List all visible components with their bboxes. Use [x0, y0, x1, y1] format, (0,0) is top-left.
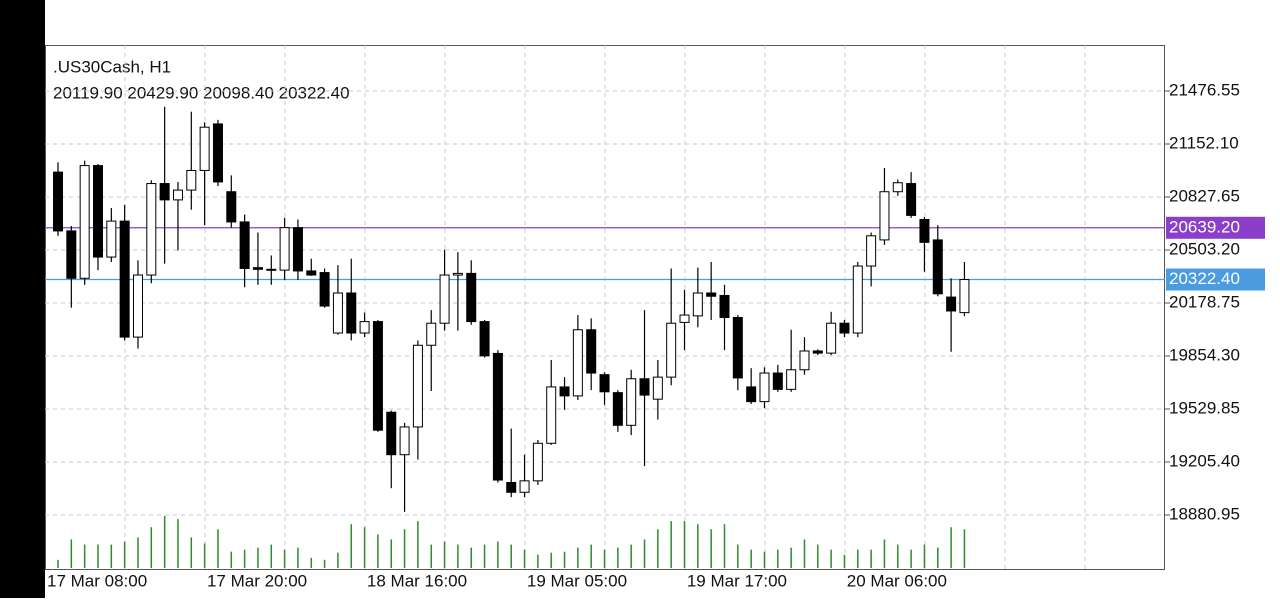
y-tick-label: 18880.95 — [1169, 504, 1240, 523]
x-tick-label: 19 Mar 05:00 — [527, 571, 627, 590]
candle-body — [146, 183, 157, 276]
candle-body — [226, 191, 237, 223]
candle-body — [959, 279, 970, 314]
candle-body — [106, 220, 117, 258]
candle-body — [372, 321, 383, 431]
candle-body — [812, 350, 823, 354]
candle-body — [599, 374, 610, 393]
candle-body — [386, 411, 397, 456]
candle-body — [319, 272, 330, 307]
candle-body — [906, 183, 917, 216]
x-tick-label: 20 Mar 06:00 — [847, 571, 947, 590]
candle-body — [439, 274, 450, 324]
candle-body — [626, 378, 637, 426]
x-tick-label: 17 Mar 08:00 — [47, 571, 147, 590]
candle-body — [612, 392, 623, 426]
candle-body — [506, 481, 517, 493]
x-tick-label: 17 Mar 20:00 — [207, 571, 307, 590]
candle-body — [706, 292, 717, 297]
y-tick-label: 20827.65 — [1169, 186, 1240, 205]
candle-body — [772, 372, 783, 390]
candle-body — [746, 386, 757, 403]
y-tick-label: 19854.30 — [1169, 345, 1240, 364]
candle-body — [212, 123, 223, 183]
candle-body — [399, 426, 410, 456]
y-tick-label: 20503.20 — [1169, 239, 1240, 258]
price-label: 20639.20 — [1169, 217, 1240, 236]
price-label: 20322.40 — [1169, 269, 1240, 288]
candle-body — [266, 268, 277, 271]
candle-body — [839, 322, 850, 334]
candle-body — [119, 220, 130, 338]
candle-body — [359, 321, 370, 334]
y-tick-label: 21152.10 — [1169, 133, 1239, 152]
candle-body — [946, 296, 957, 312]
candle-body — [132, 274, 143, 338]
left-bar — [0, 0, 45, 598]
candle-body — [279, 227, 290, 271]
candle-body — [492, 352, 503, 481]
candle-body — [172, 189, 183, 201]
candle-body — [53, 171, 63, 232]
candle-body — [426, 322, 437, 346]
candle-body — [239, 221, 250, 269]
candle-body — [186, 169, 197, 191]
candle-body — [786, 369, 797, 390]
y-tick-label: 21476.55 — [1169, 80, 1240, 99]
candle-body — [732, 316, 743, 379]
candle-body — [679, 314, 690, 323]
candle-body — [666, 322, 677, 378]
candle-body — [479, 321, 490, 357]
y-tick-label: 19205.40 — [1169, 451, 1240, 470]
candle-body — [559, 386, 570, 397]
candle-body — [199, 126, 210, 171]
candle-body — [466, 272, 477, 323]
candle-body — [799, 350, 810, 371]
candle-body — [586, 329, 597, 374]
candle-body — [159, 183, 170, 201]
candle-body — [412, 344, 423, 428]
candle-body — [852, 265, 863, 334]
candle-body — [759, 372, 770, 403]
candle-body — [66, 230, 77, 279]
candle-body — [452, 272, 463, 276]
candle-body — [572, 329, 583, 397]
candle-body — [639, 378, 650, 396]
x-tick-label: 18 Mar 16:00 — [367, 571, 467, 590]
candle-body — [292, 227, 303, 272]
price-label-box — [1166, 268, 1265, 291]
candle-body — [332, 292, 343, 334]
candle-body — [866, 235, 877, 267]
candle-body — [346, 292, 357, 334]
candle-body — [719, 294, 730, 318]
candle-body — [519, 480, 530, 493]
candle-body — [892, 182, 903, 193]
chart-title: .US30Cash, H1 — [53, 57, 171, 76]
candle-body — [879, 191, 890, 241]
x-tick-label: 19 Mar 17:00 — [687, 571, 787, 590]
candle-body — [652, 376, 663, 400]
candle-body — [919, 218, 930, 243]
y-tick-label: 20178.75 — [1169, 292, 1240, 311]
candle-body — [92, 165, 103, 258]
candle-body — [932, 239, 943, 295]
candle-body — [546, 386, 557, 444]
candle-body — [79, 165, 90, 279]
price-label-box — [1166, 216, 1265, 239]
candle-body — [252, 267, 263, 270]
candle-body — [532, 442, 543, 482]
y-tick-label: 19529.85 — [1169, 398, 1240, 417]
ohlc-label: 20119.90 20429.90 20098.40 20322.40 — [53, 83, 350, 102]
candle-body — [692, 292, 703, 317]
candle-body — [306, 270, 317, 276]
candle-body — [826, 322, 837, 354]
